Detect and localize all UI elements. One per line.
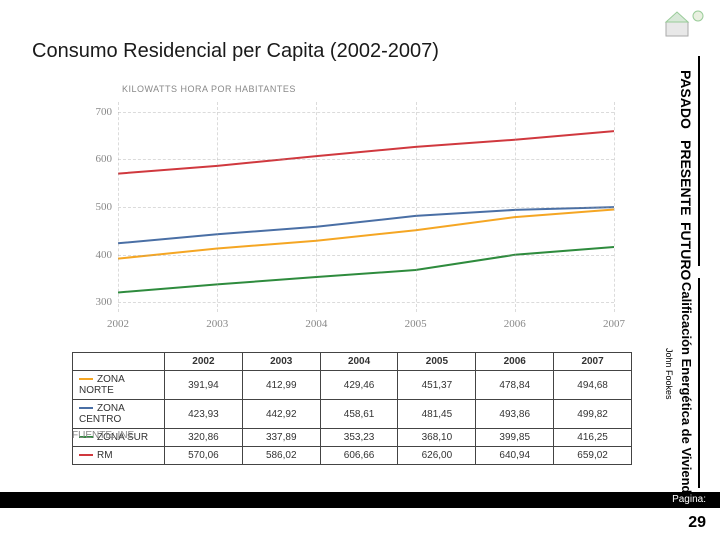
table-cell: 493,86: [476, 400, 554, 429]
pagina-label: Pagina:: [672, 494, 706, 505]
table-cell: 416,25: [554, 429, 632, 447]
legend-swatch: [79, 378, 93, 380]
table-cell: 423,93: [165, 400, 243, 429]
table-cell: 626,00: [398, 447, 476, 465]
table-cell: 337,89: [242, 429, 320, 447]
table-cell: 659,02: [554, 447, 632, 465]
table-cell: 399,85: [476, 429, 554, 447]
table-row: ZONA NORTE391,94412,99429,46451,37478,84…: [73, 371, 632, 400]
logo-icon: [660, 6, 710, 42]
zone-label: ZONA NORTE: [73, 371, 165, 400]
table-header-year: 2003: [242, 353, 320, 371]
y-tick: 500: [78, 201, 112, 213]
series-rm: [118, 131, 614, 174]
table-header-year: 2007: [554, 353, 632, 371]
x-tick: 2004: [286, 318, 346, 330]
sidebar-label-presente: PRESENTE: [678, 140, 694, 215]
table-cell: 586,02: [242, 447, 320, 465]
sidebar-label-pasado: PASADO: [678, 70, 694, 129]
table-row: ZONA SUR320,86337,89353,23368,10399,8541…: [73, 429, 632, 447]
zone-label: ZONA CENTRO: [73, 400, 165, 429]
table-header-year: 2005: [398, 353, 476, 371]
table-row: RM570,06586,02606,66626,00640,94659,02: [73, 447, 632, 465]
table-cell: 458,61: [320, 400, 398, 429]
table-cell: 442,92: [242, 400, 320, 429]
sidebar-label-futuro: FUTURO: [678, 222, 694, 280]
page-title: Consumo Residencial per Capita (2002-200…: [32, 40, 439, 63]
table-cell: 429,46: [320, 371, 398, 400]
footer-bar: Pagina:: [0, 492, 720, 508]
y-tick: 300: [78, 296, 112, 308]
line-chart: KILOWATTS HORA POR HABITANTES 3004005006…: [72, 84, 632, 346]
table-cell: 368,10: [398, 429, 476, 447]
table-cell: 640,94: [476, 447, 554, 465]
x-tick: 2003: [187, 318, 247, 330]
sidebar-label-calificacion: Calificación Energética de Viviendas: [679, 282, 694, 508]
page-number: 29: [688, 514, 706, 532]
sidebar-divider-1: [698, 56, 700, 266]
slide: Consumo Residencial per Capita (2002-200…: [0, 0, 720, 540]
sidebar-divider-2: [698, 278, 700, 488]
table-row: ZONA CENTRO423,93442,92458,61481,45493,8…: [73, 400, 632, 429]
zone-label: RM: [73, 447, 165, 465]
table-cell: 391,94: [165, 371, 243, 400]
table-cell: 353,23: [320, 429, 398, 447]
table-cell: 320,86: [165, 429, 243, 447]
source-label: FUENTE: INE: [72, 430, 134, 441]
table-cell: 481,45: [398, 400, 476, 429]
x-tick: 2002: [88, 318, 148, 330]
table-cell: 499,82: [554, 400, 632, 429]
table-cell: 412,99: [242, 371, 320, 400]
x-tick: 2006: [485, 318, 545, 330]
sidebar-author: John Fookes: [664, 348, 674, 400]
chart-axis-label: KILOWATTS HORA POR HABITANTES: [122, 84, 296, 94]
table-cell: 570,06: [165, 447, 243, 465]
table-header-year: 2002: [165, 353, 243, 371]
x-tick: 2005: [386, 318, 446, 330]
chart-plot: 300400500600700200220032004200520062007: [118, 102, 614, 312]
table-cell: 606,66: [320, 447, 398, 465]
series-zona-centro: [118, 207, 614, 243]
y-tick: 600: [78, 153, 112, 165]
table-cell: 478,84: [476, 371, 554, 400]
y-tick: 400: [78, 249, 112, 261]
x-tick: 2007: [584, 318, 644, 330]
table-cell: 494,68: [554, 371, 632, 400]
table-cell: 451,37: [398, 371, 476, 400]
data-table-inner: 200220032004200520062007ZONA NORTE391,94…: [72, 352, 632, 465]
table-header-zone: [73, 353, 165, 371]
table-header-year: 2006: [476, 353, 554, 371]
legend-swatch: [79, 407, 93, 409]
data-table: 200220032004200520062007ZONA NORTE391,94…: [72, 352, 632, 465]
table-header-year: 2004: [320, 353, 398, 371]
series-zona-norte: [118, 210, 614, 259]
y-tick: 700: [78, 106, 112, 118]
legend-swatch: [79, 454, 93, 456]
